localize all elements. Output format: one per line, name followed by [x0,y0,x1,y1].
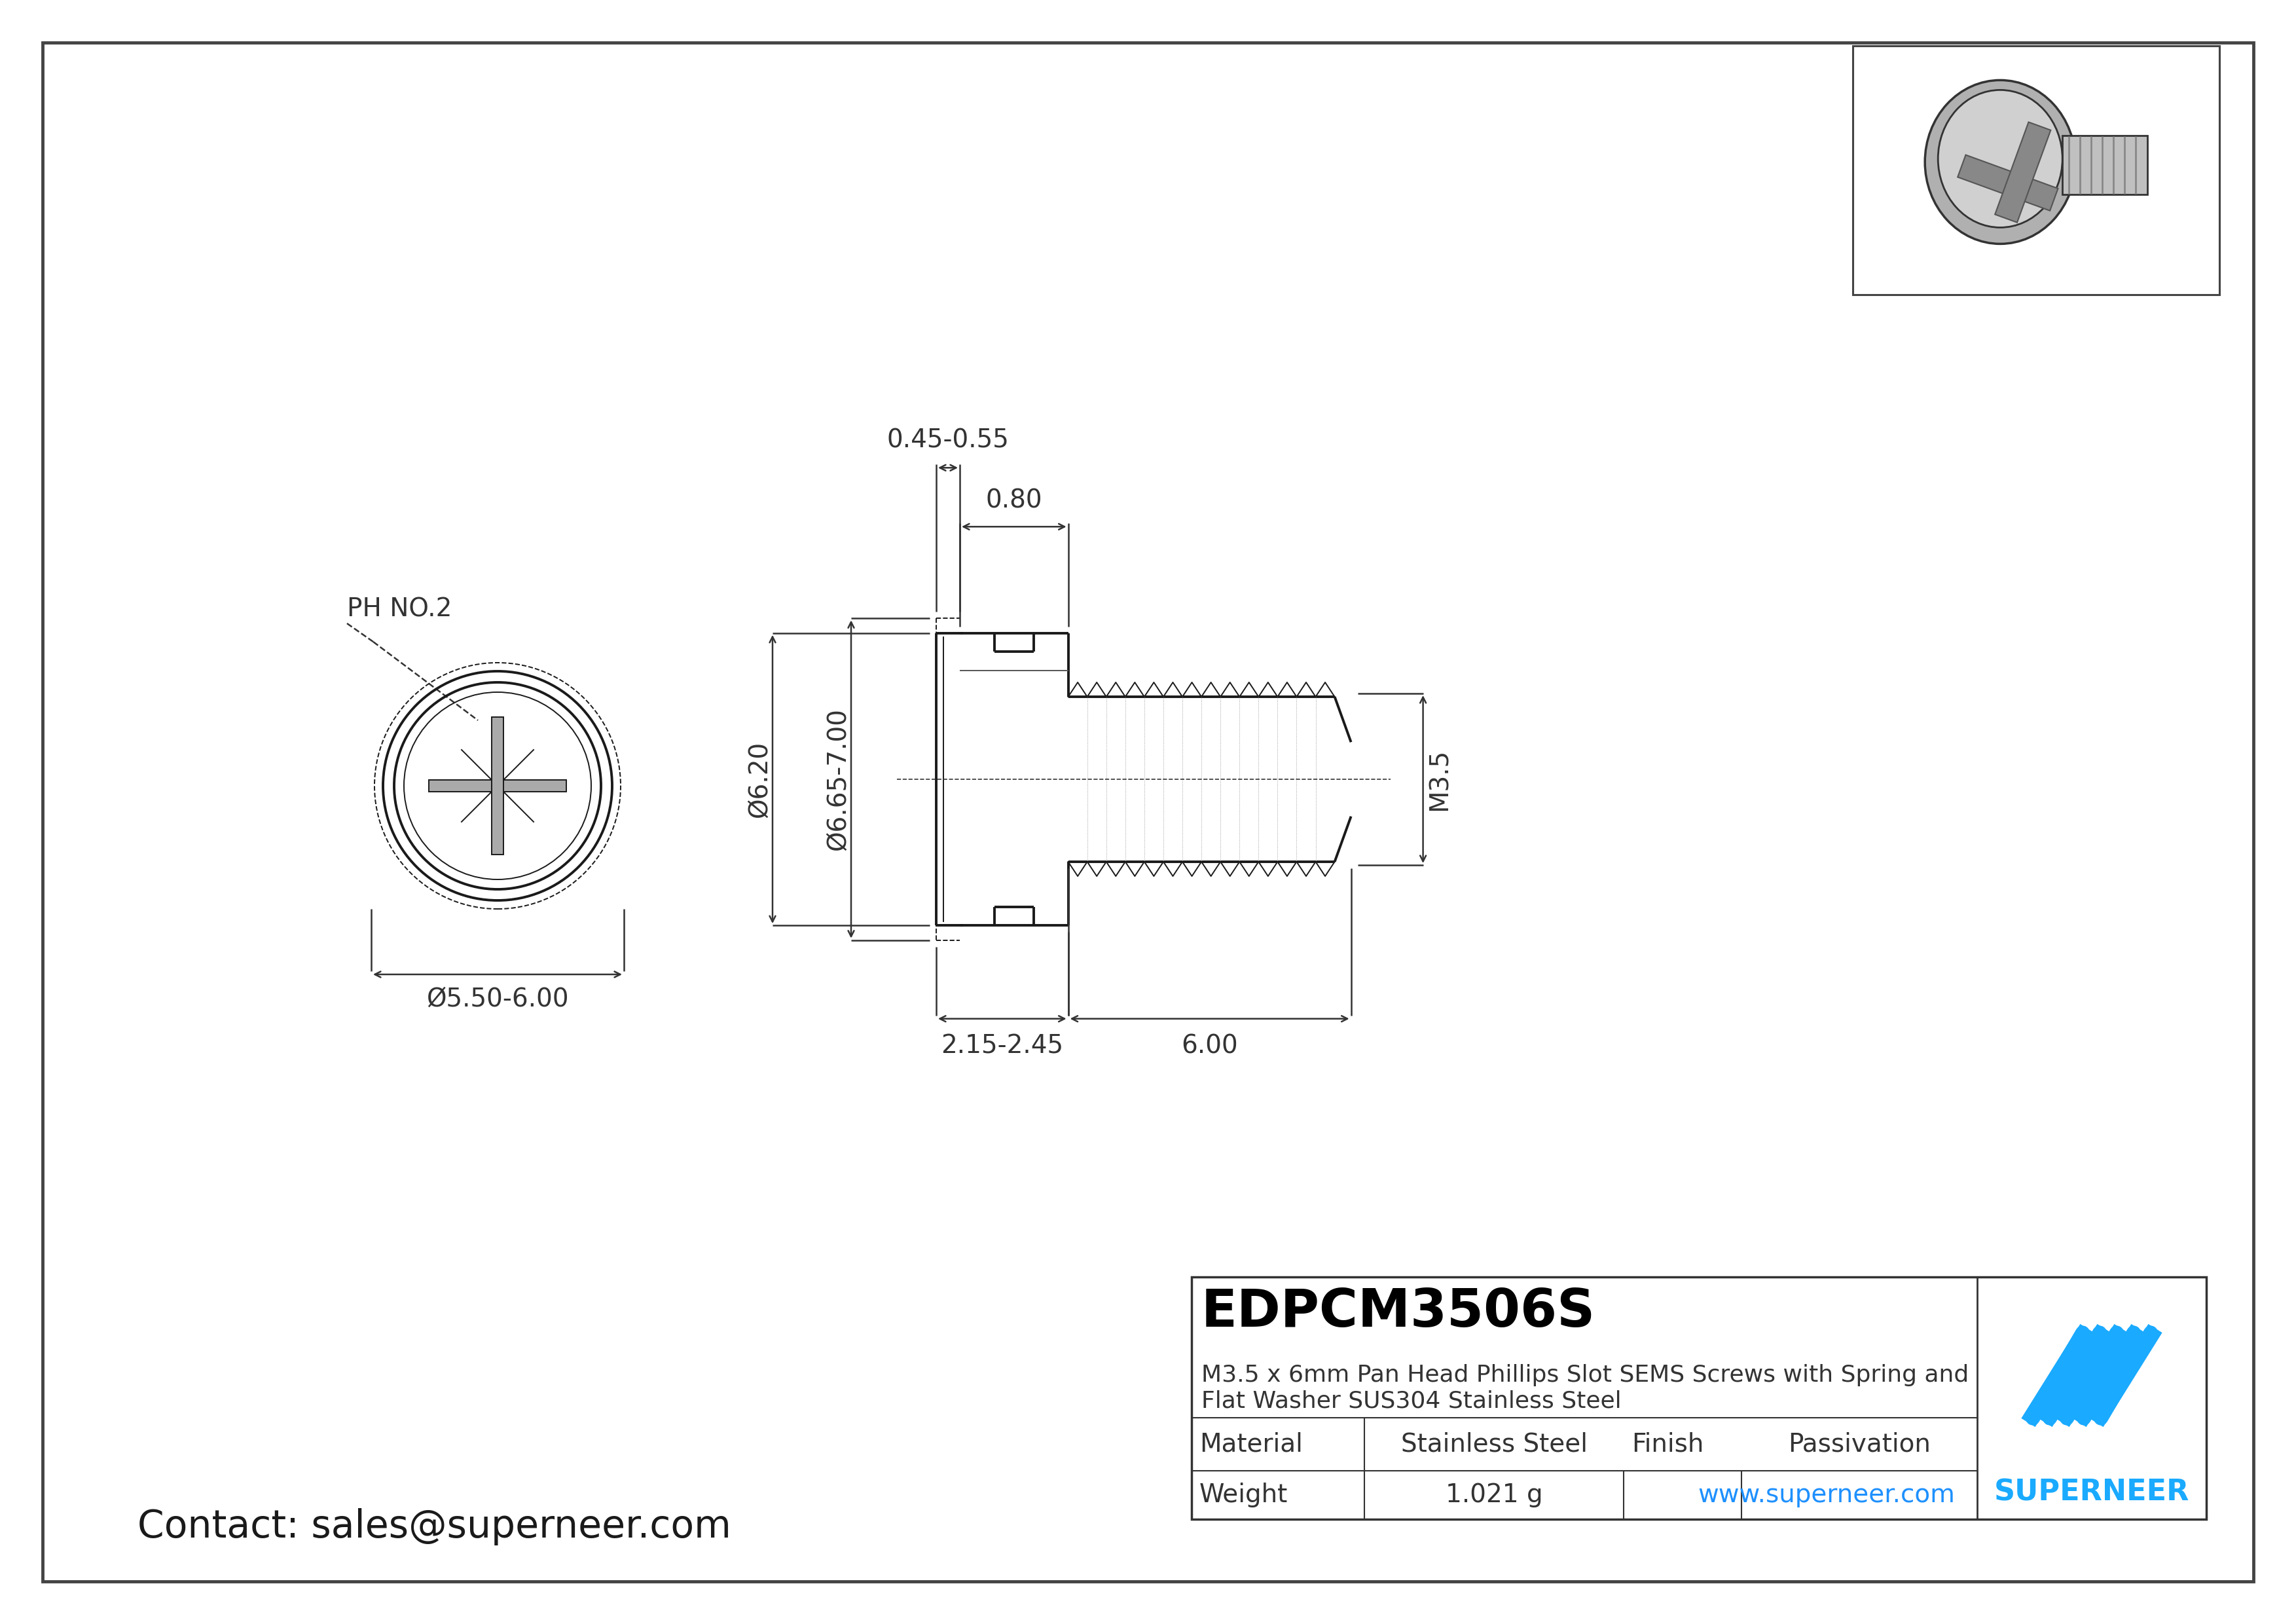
Text: M3.5 x 6mm Pan Head Phillips Slot SEMS Screws with Spring and
Flat Washer SUS304: M3.5 x 6mm Pan Head Phillips Slot SEMS S… [1201,1364,1968,1413]
Text: Stainless Steel: Stainless Steel [1401,1432,1587,1457]
Text: 6.00: 6.00 [1180,1034,1238,1059]
Text: Contact: sales@superneer.com: Contact: sales@superneer.com [138,1509,730,1546]
Text: M3.5: M3.5 [1426,749,1451,810]
Text: EDPCM3506S: EDPCM3506S [1201,1286,1596,1338]
Text: Ø6.20: Ø6.20 [746,741,771,817]
Text: Weight: Weight [1199,1483,1288,1507]
Text: www.superneer.com: www.superneer.com [1699,1483,1956,1507]
Bar [1853,45,2220,294]
Text: PH NO.2: PH NO.2 [347,598,452,622]
Bar [1988,1299,2195,1458]
Text: 1.021 g: 1.021 g [1446,1483,1543,1507]
Text: Passivation: Passivation [1789,1432,1931,1457]
Bar [1958,154,2057,211]
Text: SUPERNEER: SUPERNEER [1993,1478,2190,1507]
Bar [2062,136,2147,195]
Text: Ø5.50-6.00: Ø5.50-6.00 [427,987,569,1012]
Bar [1995,122,2050,222]
Bar [429,780,567,793]
Ellipse shape [1938,89,2062,227]
Bar [491,718,503,854]
Text: 0.80: 0.80 [985,489,1042,513]
Text: 0.45-0.55: 0.45-0.55 [886,427,1010,453]
Text: Ø6.65-7.00: Ø6.65-7.00 [827,708,850,851]
Text: Finish: Finish [1632,1432,1704,1457]
Ellipse shape [1924,80,2076,244]
Text: Material: Material [1199,1432,1302,1457]
Bar [1192,1276,2206,1518]
Text: 2.15-2.45: 2.15-2.45 [941,1034,1063,1059]
